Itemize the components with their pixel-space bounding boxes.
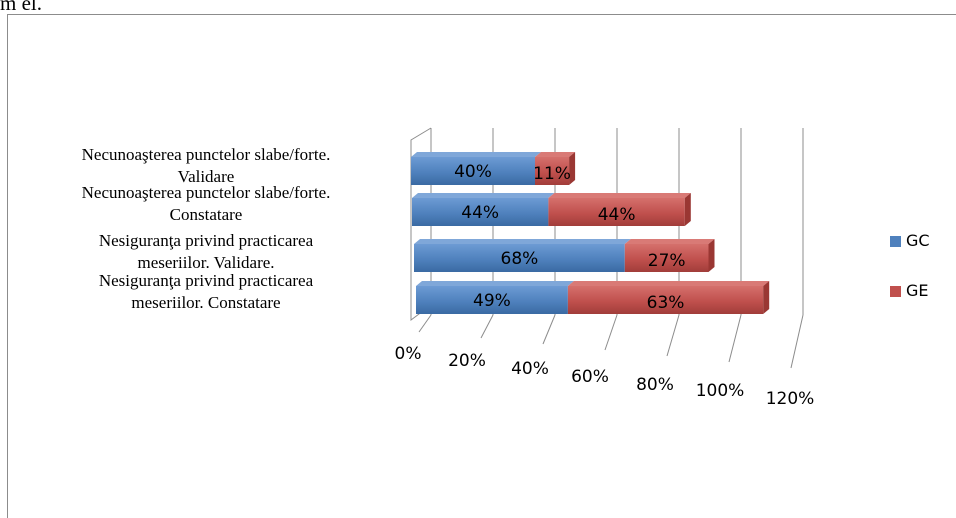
- data-label-ge-0: 11%: [533, 164, 571, 184]
- data-labels-group: 40% 11% 44% 44% 68% 27% 49% 63%: [454, 162, 685, 313]
- bar-end-face: [763, 281, 770, 314]
- legend-swatch-gc: [890, 236, 901, 247]
- data-label-ge-1: 44%: [598, 205, 636, 225]
- bar-top-face: [414, 239, 631, 244]
- bar-gc-1: [412, 198, 549, 226]
- bar-top-face: [535, 152, 576, 157]
- bar-ge-3: [567, 286, 764, 314]
- data-label-ge-3: 63%: [647, 293, 685, 313]
- gridline-floor: [480, 314, 494, 339]
- category-labels-group: Necunoaşterea punctelor slabe/forte. Vali…: [82, 145, 331, 312]
- bar-top-face: [411, 152, 541, 157]
- x-tick-label-3: 60%: [571, 367, 609, 387]
- category-label-1: Necunoaşterea punctelor slabe/forte. Cons…: [82, 183, 331, 224]
- bar-end-face: [569, 152, 576, 185]
- bar-gc-2: [414, 244, 625, 272]
- bar-ge-1: [548, 198, 685, 226]
- x-tick-label-5: 100%: [696, 381, 745, 401]
- chart-frame: [7, 14, 956, 518]
- data-label-gc-2: 68%: [501, 249, 539, 269]
- gridline-floor: [728, 314, 742, 363]
- bar-end-face: [708, 239, 715, 272]
- category-label-0: Necunoaşterea punctelor slabe/forte. Vali…: [82, 145, 331, 186]
- x-tick-label-4: 80%: [636, 375, 674, 395]
- data-label-ge-2: 27%: [648, 251, 686, 271]
- category-label-2: Nesiguranţa privind practicarea meseriilo…: [99, 231, 314, 272]
- bars-group: [411, 152, 770, 314]
- legend-label-gc: GC: [906, 231, 930, 250]
- bar-gc-0: [411, 157, 535, 185]
- preceding-text-fragment: m el.: [0, 0, 42, 15]
- bar-gc-3: [416, 286, 568, 314]
- x-tick-label-2: 40%: [511, 359, 549, 379]
- data-label-gc-0: 40%: [454, 162, 492, 182]
- gridline-floor: [666, 314, 680, 357]
- gridline-floor: [790, 314, 804, 369]
- bar-top-face: [548, 193, 691, 198]
- bar-top-face: [567, 281, 770, 286]
- gridline-floor: [418, 314, 432, 333]
- legend-swatch-ge: [890, 286, 901, 297]
- x-tick-label-0: 0%: [395, 344, 422, 364]
- x-tick-label-1: 20%: [448, 351, 486, 371]
- category-label-3: Nesiguranţa privind practicarea meseriilo…: [99, 271, 314, 312]
- data-label-gc-1: 44%: [461, 203, 499, 223]
- bar-top-face: [624, 239, 715, 244]
- bar-top-face: [412, 193, 555, 198]
- bar-ge-2: [624, 244, 709, 272]
- gridline-floor: [542, 314, 556, 345]
- bar-top-face: [416, 281, 574, 286]
- x-tick-label-6: 120%: [766, 389, 815, 409]
- gridline-floor: [604, 314, 618, 351]
- legend: GC GE: [890, 231, 930, 300]
- bar-ge-0: [535, 157, 570, 185]
- data-label-gc-3: 49%: [473, 291, 511, 311]
- bar-end-face: [684, 193, 691, 226]
- x-tick-labels-group: 0% 20% 40% 60% 80% 100% 120%: [395, 344, 815, 409]
- legend-label-ge: GE: [906, 281, 929, 300]
